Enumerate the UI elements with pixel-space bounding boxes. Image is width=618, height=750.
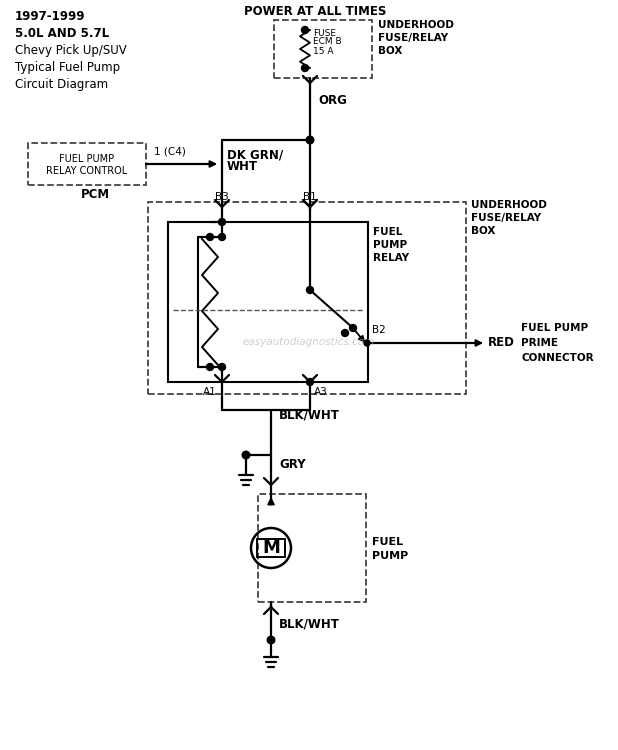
Circle shape	[302, 26, 308, 34]
Text: Circuit Diagram: Circuit Diagram	[15, 78, 108, 91]
Text: PCM: PCM	[80, 188, 109, 202]
Text: M: M	[262, 539, 280, 557]
Text: A1: A1	[203, 387, 217, 397]
Circle shape	[206, 233, 213, 241]
Circle shape	[206, 364, 213, 370]
Text: GRY: GRY	[279, 458, 306, 472]
Circle shape	[306, 136, 314, 144]
Text: CONNECTOR: CONNECTOR	[521, 353, 594, 363]
Circle shape	[350, 325, 357, 332]
Bar	[168, 222, 368, 382]
Text: A3: A3	[314, 387, 328, 397]
Text: PUMP: PUMP	[372, 551, 408, 561]
Text: DK GRN/: DK GRN/	[227, 148, 283, 161]
Text: ECM B: ECM B	[313, 38, 342, 46]
Text: FUEL: FUEL	[372, 537, 403, 547]
Text: FUSE: FUSE	[313, 28, 336, 38]
Text: FUEL PUMP: FUEL PUMP	[521, 323, 588, 333]
Text: BLK/WHT: BLK/WHT	[279, 409, 340, 422]
Text: B1: B1	[303, 192, 317, 202]
Text: WHT: WHT	[227, 160, 258, 173]
Text: B3: B3	[215, 192, 229, 202]
Circle shape	[219, 364, 226, 370]
Text: POWER AT ALL TIMES: POWER AT ALL TIMES	[244, 5, 386, 18]
Text: UNDERHOOD: UNDERHOOD	[471, 200, 547, 210]
Text: ORG: ORG	[318, 94, 347, 106]
Text: FUSE/RELAY: FUSE/RELAY	[471, 213, 541, 223]
Bar	[257, 539, 285, 557]
Text: 1 (C4): 1 (C4)	[154, 147, 186, 157]
Circle shape	[302, 64, 308, 71]
Text: RED: RED	[488, 337, 515, 350]
Text: PRIME: PRIME	[521, 338, 558, 348]
Text: BOX: BOX	[471, 226, 496, 236]
Text: FUEL PUMP: FUEL PUMP	[59, 154, 114, 164]
Text: FUEL: FUEL	[373, 227, 402, 237]
Circle shape	[242, 452, 250, 459]
Text: BLK/WHT: BLK/WHT	[279, 617, 340, 631]
Text: Chevy Pick Up/SUV: Chevy Pick Up/SUV	[15, 44, 127, 57]
Text: 5.0L AND 5.7L: 5.0L AND 5.7L	[15, 27, 109, 40]
Text: FUSE/RELAY: FUSE/RELAY	[378, 33, 448, 43]
Circle shape	[364, 340, 370, 346]
Circle shape	[219, 233, 226, 241]
Circle shape	[307, 379, 313, 386]
Text: 15 A: 15 A	[313, 46, 334, 56]
Text: 1997-1999: 1997-1999	[15, 10, 85, 23]
Text: UNDERHOOD: UNDERHOOD	[378, 20, 454, 30]
Circle shape	[267, 636, 275, 644]
Bar	[258, 494, 366, 602]
Text: BOX: BOX	[378, 46, 402, 56]
Circle shape	[307, 286, 313, 293]
Text: Typical Fuel Pump: Typical Fuel Pump	[15, 61, 120, 74]
Text: RELAY CONTROL: RELAY CONTROL	[46, 166, 128, 176]
Text: PUMP: PUMP	[373, 240, 407, 250]
Bar	[28, 143, 146, 185]
Text: easyautodiagnostics.com: easyautodiagnostics.com	[243, 337, 375, 347]
Bar	[274, 20, 372, 78]
Bar	[148, 202, 466, 394]
Circle shape	[342, 329, 349, 337]
Text: RELAY: RELAY	[373, 253, 409, 263]
Text: B2: B2	[372, 325, 386, 335]
Circle shape	[219, 218, 226, 226]
